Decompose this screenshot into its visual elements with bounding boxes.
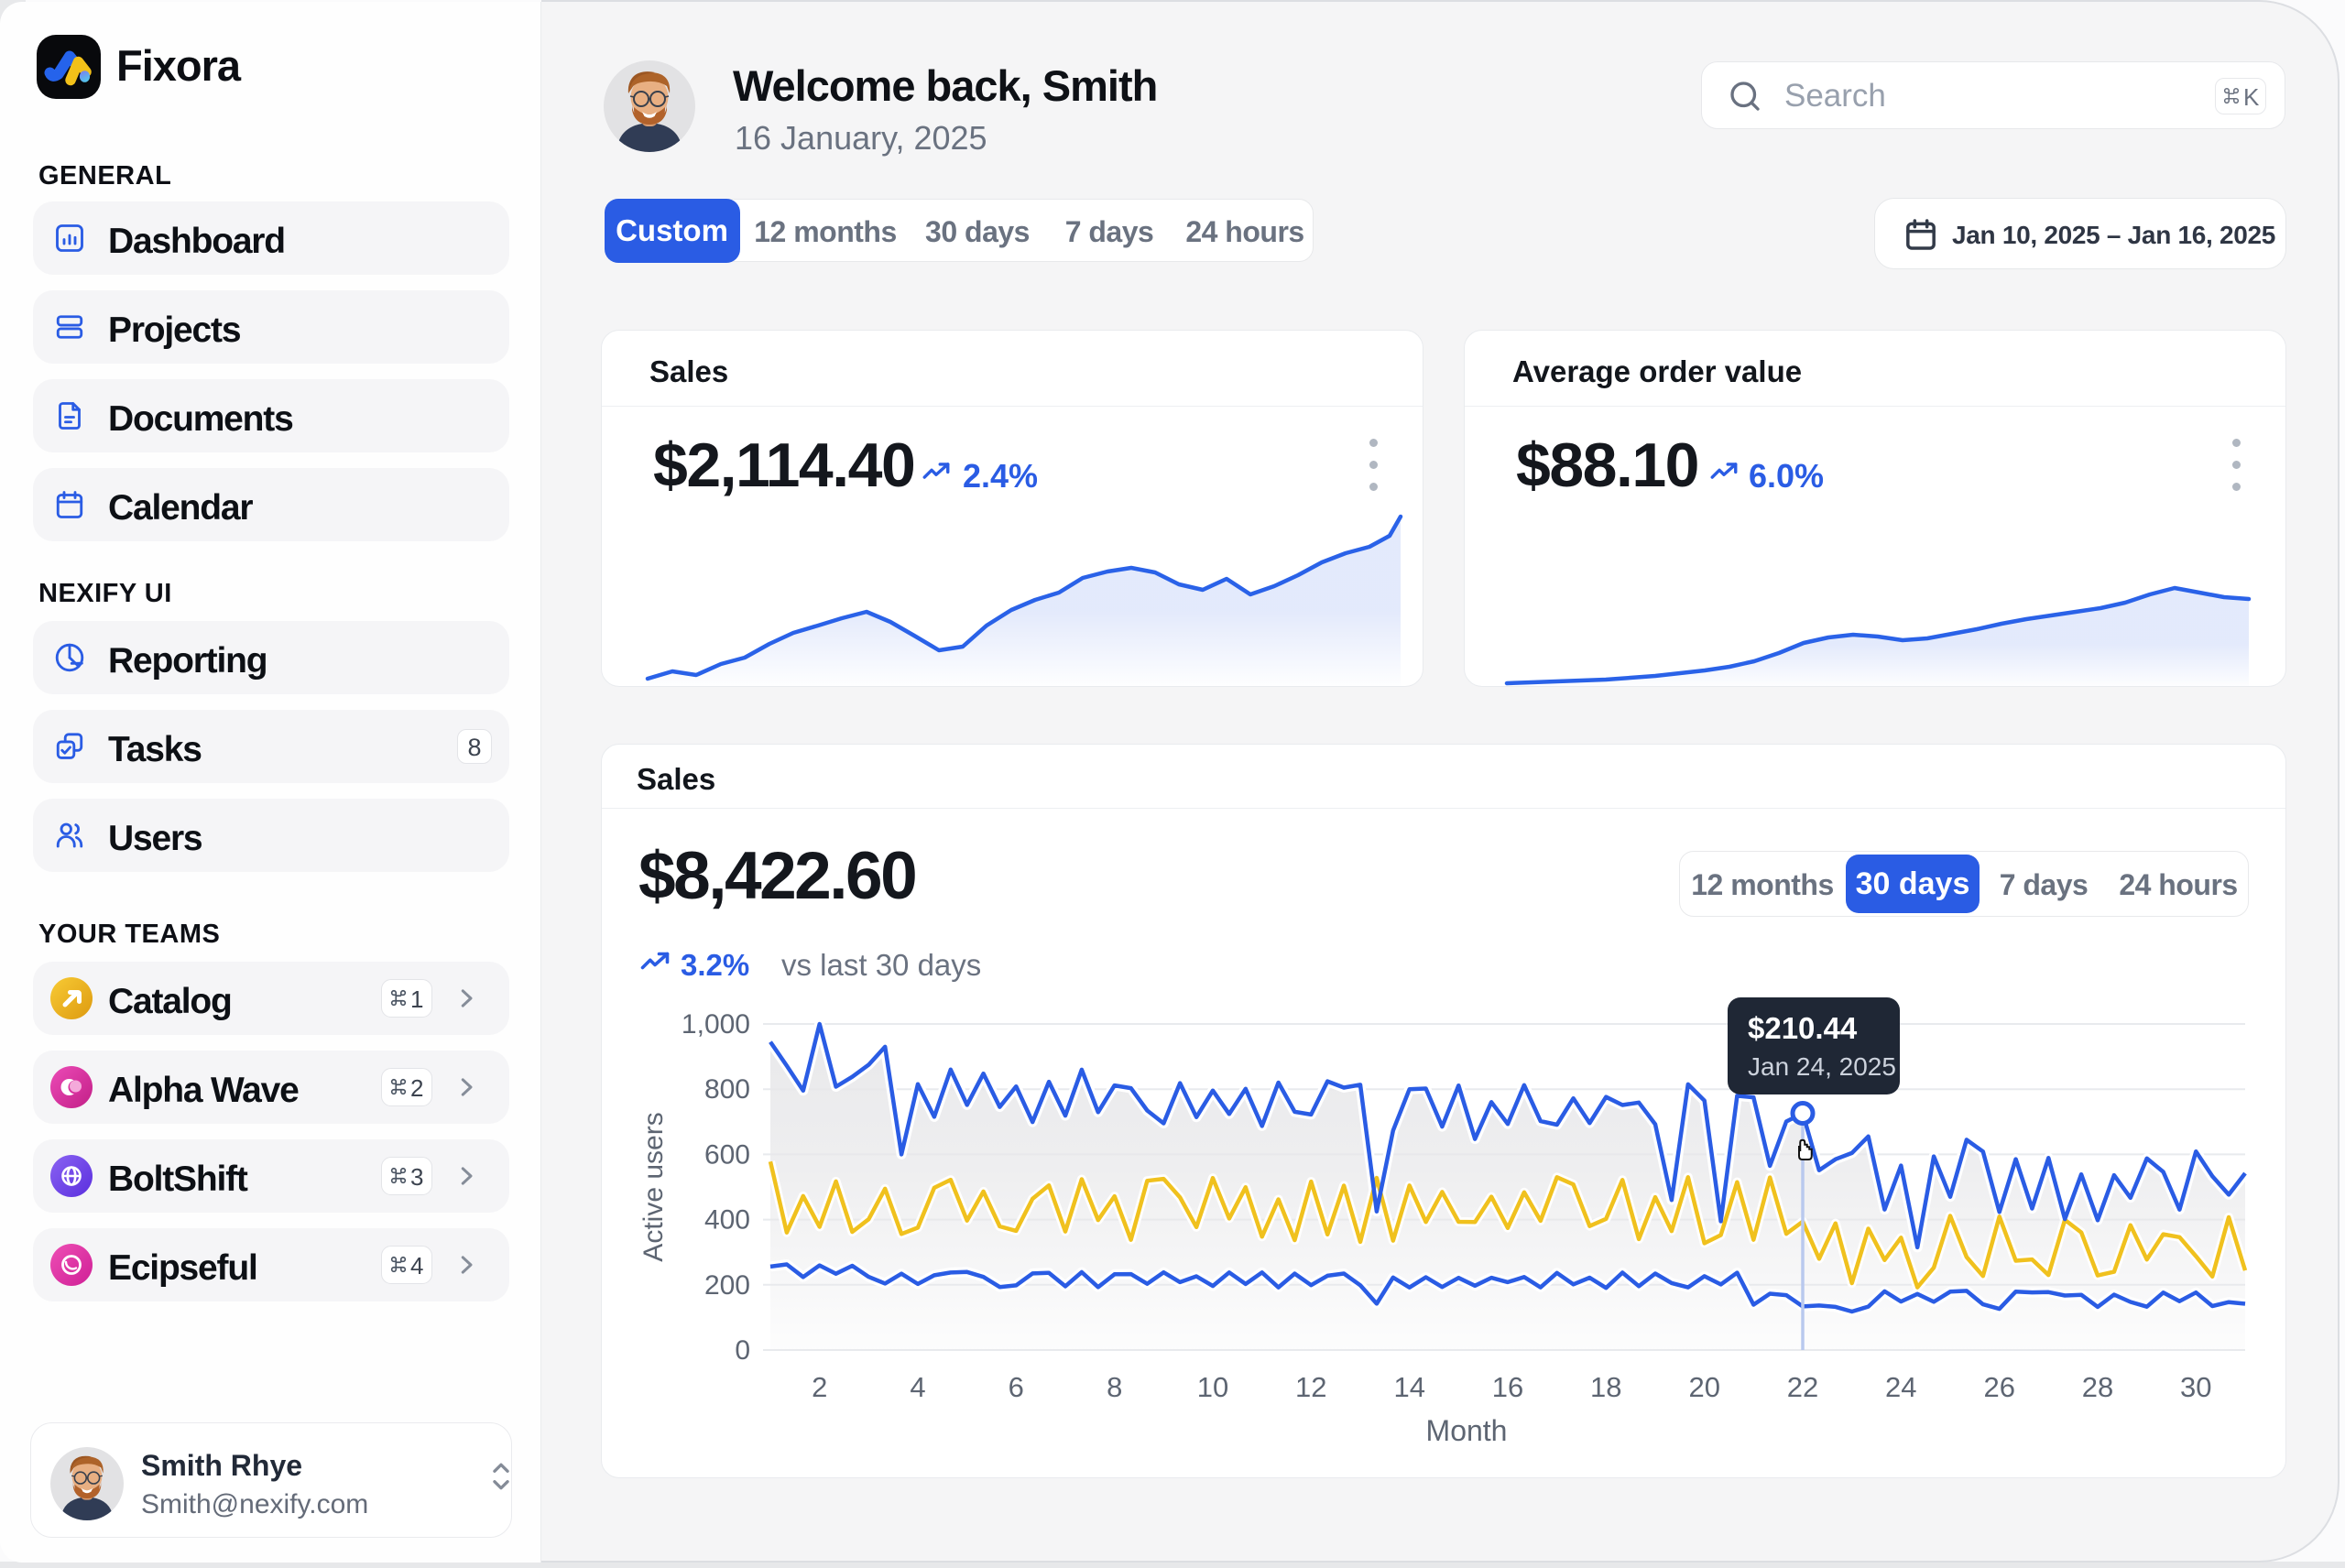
svg-text:1,000: 1,000: [682, 1009, 750, 1040]
svg-text:8: 8: [1107, 1371, 1122, 1403]
svg-text:Active users: Active users: [638, 1112, 669, 1261]
svg-text:800: 800: [704, 1074, 750, 1105]
svg-text:18: 18: [1590, 1371, 1621, 1403]
svg-text:30: 30: [2180, 1371, 2211, 1403]
svg-text:10: 10: [1197, 1371, 1228, 1403]
svg-text:28: 28: [2082, 1371, 2113, 1403]
svg-text:0: 0: [735, 1335, 750, 1366]
svg-text:Month: Month: [1426, 1414, 1508, 1447]
svg-text:200: 200: [704, 1270, 750, 1301]
svg-text:$210.44: $210.44: [1748, 1011, 1858, 1045]
svg-text:26: 26: [1983, 1371, 2014, 1403]
svg-text:600: 600: [704, 1139, 750, 1170]
svg-text:22: 22: [1787, 1371, 1818, 1403]
svg-text:14: 14: [1393, 1371, 1424, 1403]
svg-text:2: 2: [812, 1371, 827, 1403]
svg-text:6: 6: [1009, 1371, 1024, 1403]
svg-text:20: 20: [1688, 1371, 1719, 1403]
svg-text:Jan 24, 2025: Jan 24, 2025: [1748, 1052, 1896, 1081]
svg-text:4: 4: [910, 1371, 925, 1403]
svg-text:16: 16: [1492, 1371, 1523, 1403]
svg-text:400: 400: [704, 1205, 750, 1236]
svg-text:24: 24: [1885, 1371, 1916, 1403]
svg-text:12: 12: [1295, 1371, 1326, 1403]
